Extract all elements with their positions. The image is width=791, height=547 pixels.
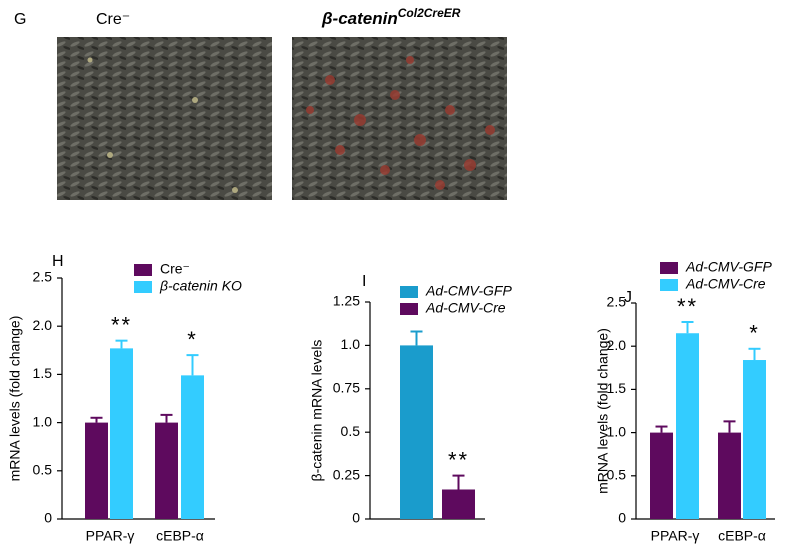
y-axis-label: mRNA levels (fold change) bbox=[595, 328, 611, 494]
bar bbox=[155, 422, 178, 519]
significance-label: ** bbox=[677, 294, 698, 319]
light-cells bbox=[87, 57, 238, 193]
bar bbox=[718, 432, 741, 519]
y-tick-label: 0.5 bbox=[607, 467, 627, 483]
y-tick-label: 0.5 bbox=[33, 462, 53, 478]
image-label: β-cateninCol2CreER bbox=[321, 6, 461, 28]
y-tick-label: 2.0 bbox=[33, 317, 53, 333]
legend-label: Cre⁻ bbox=[160, 261, 190, 277]
y-tick-label: 0 bbox=[352, 510, 360, 526]
y-axis-label: β-catenin mRNA levels bbox=[309, 340, 325, 482]
micrograph bbox=[57, 37, 272, 200]
bar bbox=[85, 422, 108, 519]
stained-cells bbox=[306, 56, 495, 190]
y-tick-label: 0.75 bbox=[333, 380, 360, 396]
significance-label: * bbox=[749, 321, 760, 346]
y-tick-label: 2.5 bbox=[33, 269, 53, 285]
bar bbox=[676, 333, 699, 519]
panel-letter: H bbox=[52, 253, 64, 270]
label-superscript: Col2CreER bbox=[398, 6, 461, 20]
y-tick-label: 2.5 bbox=[607, 294, 627, 310]
panel-letter: I bbox=[362, 273, 366, 290]
y-tick-label: 1.25 bbox=[333, 293, 360, 309]
legend-swatch bbox=[134, 281, 152, 293]
legend-swatch bbox=[400, 286, 418, 298]
significance-label: * bbox=[187, 327, 198, 352]
y-tick-label: 1.0 bbox=[607, 423, 627, 439]
significance-label: ** bbox=[111, 312, 132, 337]
x-tick-label: PPAR-γ bbox=[651, 528, 700, 544]
legend-swatch bbox=[400, 303, 418, 315]
legend-swatch bbox=[660, 279, 678, 291]
x-tick-label: PPAR-γ bbox=[86, 528, 135, 544]
bar bbox=[181, 375, 204, 519]
y-tick-label: 0.25 bbox=[333, 466, 360, 482]
significance-label: ** bbox=[448, 447, 469, 472]
x-tick-label: cEBP-α bbox=[156, 528, 204, 544]
y-axis-label: mRNA levels (fold change) bbox=[7, 316, 23, 482]
y-tick-label: 1.0 bbox=[33, 413, 53, 429]
micrograph bbox=[292, 37, 507, 200]
panel-letter: J bbox=[624, 289, 632, 306]
y-tick-label: 0.5 bbox=[341, 423, 361, 439]
y-tick-label: 1.5 bbox=[607, 380, 627, 396]
x-tick-label: cEBP-α bbox=[718, 528, 766, 544]
legend-label: Ad-CMV-GFP bbox=[425, 283, 512, 299]
bar bbox=[110, 348, 133, 519]
bar bbox=[442, 489, 475, 519]
legend-label: β-catenin KO bbox=[159, 278, 242, 294]
bar bbox=[743, 360, 766, 519]
legend-label: Ad-CMV-GFP bbox=[685, 259, 772, 275]
label-main: β-catenin bbox=[321, 9, 398, 28]
y-tick-label: 2.0 bbox=[607, 337, 627, 353]
y-tick-label: 0 bbox=[618, 510, 626, 526]
legend-label: Ad-CMV-Cre bbox=[685, 276, 766, 292]
y-tick-label: 1.0 bbox=[341, 336, 361, 352]
image-label: Cre⁻ bbox=[96, 11, 130, 28]
y-tick-label: 0 bbox=[44, 510, 52, 526]
bar bbox=[650, 432, 673, 519]
y-tick-label: 1.5 bbox=[33, 365, 53, 381]
panel-letter: G bbox=[14, 11, 26, 28]
legend-label: Ad-CMV-Cre bbox=[425, 300, 506, 316]
legend-swatch bbox=[660, 262, 678, 274]
legend-swatch bbox=[134, 264, 152, 276]
bar bbox=[400, 345, 433, 519]
